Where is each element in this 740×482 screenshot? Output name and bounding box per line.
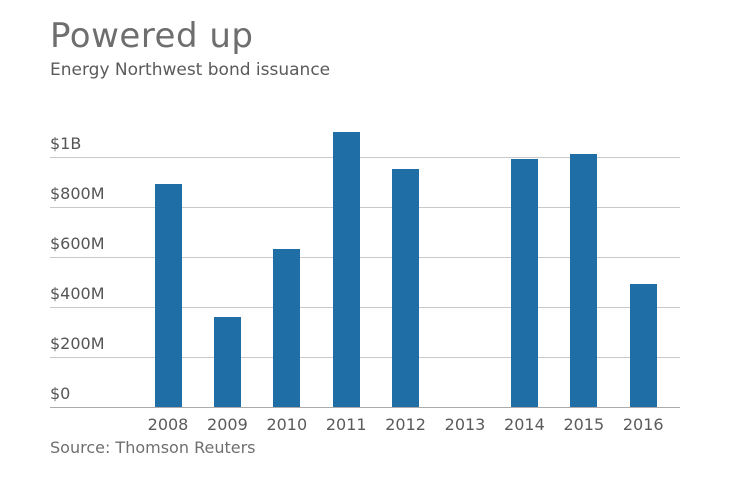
chart-title: Powered up — [50, 16, 254, 56]
x-tick-label-2012: 2012 — [385, 415, 426, 434]
plot-area: $0 $200M $400M $600M $800M $1B 2008 2009 2010 201… — [50, 125, 680, 434]
bar-2014 — [510, 159, 538, 407]
y-tick-label-1B: $1B — [50, 133, 82, 153]
x-tick-label-2013: 2013 — [444, 415, 486, 434]
x-tick-label-2008: 2008 — [147, 415, 189, 434]
x-axis-baseline — [50, 407, 680, 408]
gridline-600M — [50, 256, 680, 258]
y-tick-label-400M: $400M — [50, 283, 105, 303]
x-tick-label-2016: 2016 — [622, 415, 664, 434]
bar-2010 — [273, 249, 301, 407]
gridline-800M — [50, 206, 680, 208]
y-tick-label-200M: $200M — [50, 333, 105, 353]
x-tick-label-2009: 2009 — [207, 415, 248, 434]
y-tick-label-0: $0 — [50, 384, 71, 403]
bar-2009 — [213, 316, 241, 407]
gridline-200M — [50, 356, 680, 358]
bar-2015 — [570, 154, 598, 407]
x-tick-label-2014: 2014 — [504, 415, 545, 434]
gridline-1B — [50, 156, 680, 158]
y-tick-label-600M: $600M — [50, 233, 105, 253]
bar-2008 — [154, 184, 182, 407]
chart-subtitle: Energy Northwest bond issuance — [50, 60, 331, 80]
y-tick-label-800M: $800M — [50, 183, 105, 203]
gridline-400M — [50, 306, 680, 308]
x-tick-label-2011: 2011 — [325, 415, 367, 434]
bar-2016 — [629, 284, 657, 407]
source-attribution: Source: Thomson Reuters — [50, 438, 256, 457]
bar-2012 — [392, 169, 420, 407]
bar-2011 — [332, 131, 360, 407]
x-tick-label-2015: 2015 — [563, 415, 605, 434]
x-tick-label-2010: 2010 — [266, 415, 308, 434]
